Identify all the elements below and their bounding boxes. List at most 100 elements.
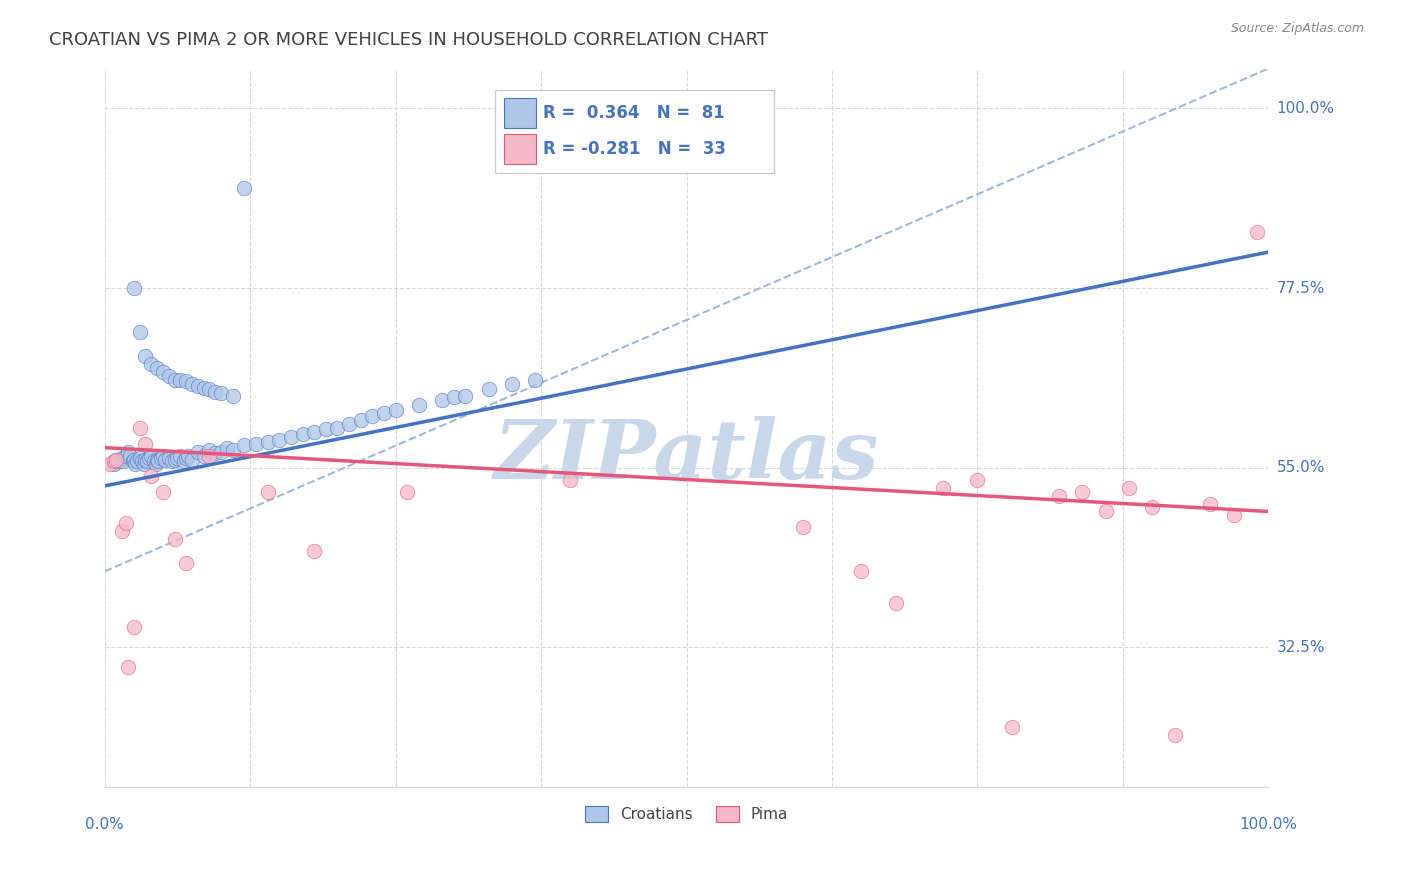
Point [163,452,186,467]
Text: 77.5%: 77.5% [1277,280,1324,295]
Point [215,441,238,455]
Point [209,386,232,401]
Point [408,398,430,412]
Point [181,452,204,467]
Point [122,281,145,295]
Point [396,484,419,499]
Point [103,457,125,471]
Point [157,450,180,465]
Point [849,565,872,579]
Point [291,427,314,442]
Point [478,383,501,397]
Point [141,449,163,463]
Text: R = -0.281   N =  33: R = -0.281 N = 33 [543,140,727,158]
Point [114,449,136,463]
Bar [503,98,537,128]
Text: 55.0%: 55.0% [1277,460,1324,475]
Text: Source: ZipAtlas.com: Source: ZipAtlas.com [1230,22,1364,36]
Point [163,373,186,387]
Point [127,454,149,468]
Point [173,454,195,468]
Point [122,452,145,467]
Point [280,430,302,444]
Point [111,450,134,465]
Point [245,436,267,450]
Text: 100.0%: 100.0% [1277,101,1334,116]
Point [209,444,232,458]
Point [233,438,256,452]
Point [315,422,337,436]
Point [134,436,156,450]
Point [524,373,547,387]
Point [100,457,122,471]
Point [302,544,325,558]
Point [166,450,188,465]
Point [152,449,174,463]
Point [107,454,129,468]
Point [134,452,156,467]
Point [169,373,191,387]
Point [966,473,988,487]
Point [157,368,180,383]
Point [117,444,139,458]
Point [121,454,143,468]
Point [177,449,200,463]
Point [145,457,167,471]
Point [302,425,325,439]
Point [1199,496,1222,510]
Point [146,452,169,467]
Point [1118,481,1140,495]
Point [1001,720,1024,734]
Point [204,384,226,399]
Point [128,325,150,339]
Legend: Croatians, Pima: Croatians, Pima [578,798,796,830]
Point [114,516,136,531]
Point [1140,500,1163,515]
Point [148,454,170,468]
Point [1222,508,1244,523]
Point [122,620,145,634]
Point [174,450,197,465]
Point [181,376,204,391]
Point [142,454,165,468]
Point [1047,489,1070,503]
Point [187,379,209,393]
Point [105,452,128,467]
Point [560,473,582,487]
Point [221,443,243,458]
Point [149,450,172,465]
Point [135,454,157,468]
Point [120,449,142,463]
Point [198,449,221,463]
Point [233,181,256,195]
Point [204,446,226,460]
FancyBboxPatch shape [495,90,773,173]
Point [454,389,477,403]
Point [138,450,160,465]
Point [501,376,523,391]
Point [174,557,197,571]
Point [443,390,465,404]
Point [153,452,176,467]
Point [128,420,150,434]
Point [163,533,186,547]
Point [112,454,135,468]
Point [111,524,134,539]
Point [174,375,197,389]
Point [884,596,907,610]
Text: CROATIAN VS PIMA 2 OR MORE VEHICLES IN HOUSEHOLD CORRELATION CHART: CROATIAN VS PIMA 2 OR MORE VEHICLES IN H… [49,31,768,49]
Text: R =  0.364   N =  81: R = 0.364 N = 81 [543,104,725,122]
Point [221,389,243,403]
Point [187,444,209,458]
Point [141,468,163,483]
Point [256,435,278,450]
Text: 0.0%: 0.0% [86,817,124,832]
Point [198,443,221,458]
Point [103,454,125,468]
Point [326,420,349,434]
Point [134,349,156,363]
Point [117,660,139,674]
Point [131,454,153,468]
Text: 32.5%: 32.5% [1277,640,1326,655]
Bar [503,134,537,164]
